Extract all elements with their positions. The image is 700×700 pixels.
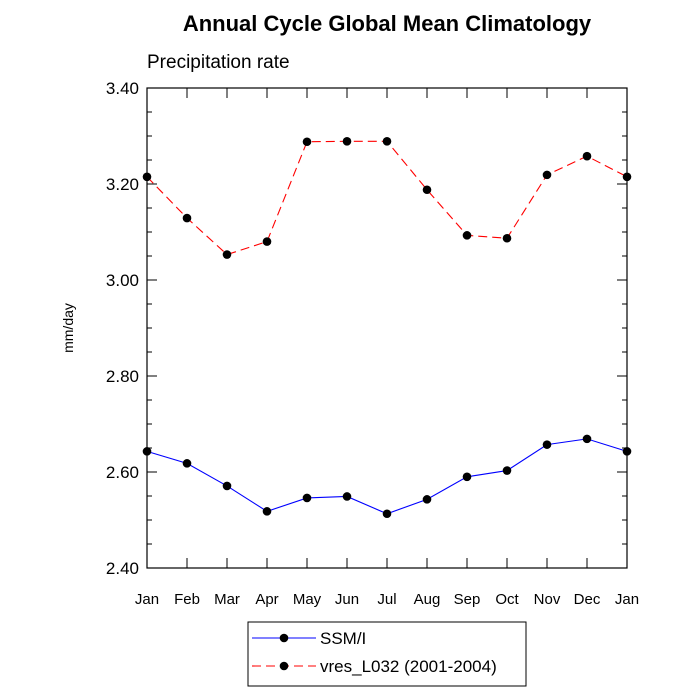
series-layer bbox=[142, 136, 632, 519]
y-tick-label: 3.20 bbox=[106, 175, 139, 194]
series-line-1 bbox=[146, 438, 628, 515]
series-1-point bbox=[262, 507, 272, 516]
x-tick-label: Feb bbox=[174, 591, 200, 608]
y-tick-label: 2.80 bbox=[106, 367, 139, 386]
series-line-2 bbox=[146, 140, 628, 256]
x-tick-label: Jul bbox=[377, 591, 396, 608]
series-2-point bbox=[222, 250, 232, 259]
series-2-point bbox=[542, 170, 552, 180]
y-tick-label: 2.40 bbox=[106, 559, 139, 578]
x-tick-label: Sep bbox=[454, 591, 481, 608]
legend: SSM/I vres_L032 (2001-2004) bbox=[247, 621, 527, 687]
x-tick-label: Jan bbox=[135, 591, 159, 608]
y-tick-label: 3.40 bbox=[106, 79, 139, 98]
legend-box bbox=[247, 621, 527, 687]
x-tick-label: May bbox=[293, 591, 322, 608]
x-tick-label: Jan bbox=[615, 591, 639, 608]
legend-marker-2 bbox=[279, 661, 289, 671]
series-2-point bbox=[342, 136, 352, 146]
legend-marker-1 bbox=[279, 633, 289, 643]
series-1-point bbox=[502, 466, 512, 475]
axis-ticks: 2.40 2.60 2.80 3.00 3.20 3.40 Jan Feb Mar Apr May J… bbox=[106, 79, 639, 608]
x-tick-label: Apr bbox=[255, 591, 278, 608]
series-1-point bbox=[222, 481, 232, 491]
series-2-point bbox=[422, 185, 432, 195]
series-2-point bbox=[302, 137, 312, 147]
series-1-point bbox=[422, 495, 432, 504]
chart-title: Annual Cycle Global Mean Climatology bbox=[183, 11, 592, 36]
series-1-point bbox=[182, 459, 192, 468]
series-1-point bbox=[302, 493, 312, 503]
series-1-point bbox=[342, 492, 352, 501]
series-1-point bbox=[542, 440, 552, 449]
y-axis-label: mm/day bbox=[60, 303, 76, 353]
x-tick-label: Mar bbox=[214, 591, 240, 608]
series-1-point bbox=[462, 472, 472, 482]
x-tick-label: Dec bbox=[574, 591, 601, 608]
series-1-point bbox=[382, 509, 392, 519]
y-tick-label: 3.00 bbox=[106, 271, 139, 290]
x-tick-label: Aug bbox=[414, 591, 441, 608]
series-2-point bbox=[182, 213, 192, 223]
series-1-point bbox=[582, 434, 592, 444]
x-tick-label: Nov bbox=[534, 591, 561, 608]
legend-label-1: SSM/I bbox=[320, 629, 366, 648]
chart-subtitle: Precipitation rate bbox=[147, 52, 290, 73]
series-2-point bbox=[382, 136, 392, 146]
y-tick-label: 2.60 bbox=[106, 463, 139, 482]
series-2-point bbox=[262, 237, 272, 246]
x-tick-label: Oct bbox=[495, 591, 519, 608]
x-tick-label: Jun bbox=[335, 591, 359, 608]
series-2-point bbox=[462, 231, 472, 240]
series-2-point bbox=[582, 151, 592, 161]
series-2-point bbox=[502, 233, 512, 243]
legend-label-2: vres_L032 (2001-2004) bbox=[320, 657, 497, 676]
plot-frame bbox=[146, 87, 628, 569]
